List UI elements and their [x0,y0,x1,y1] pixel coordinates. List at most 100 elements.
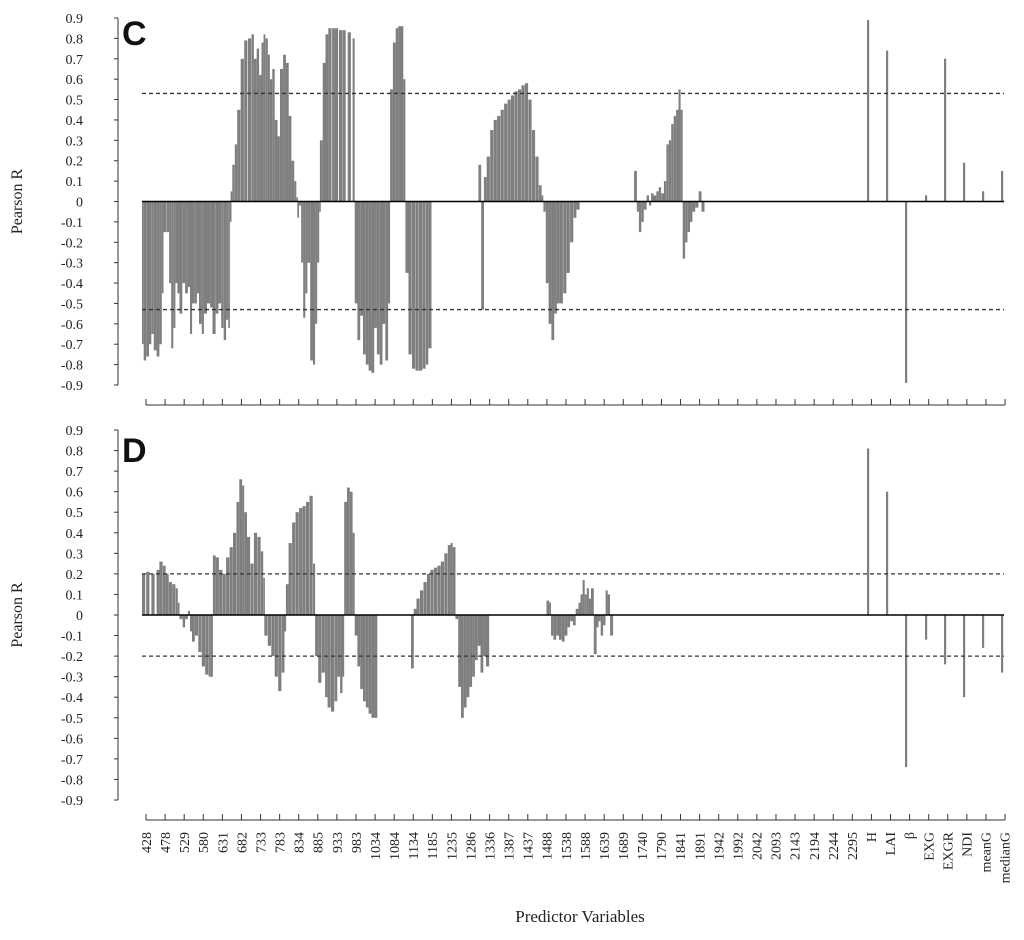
panel-d-index-bar-LAI [886,491,889,615]
panel-c-spectral-bar [303,201,306,318]
panel-d-spectral-bar [437,565,441,615]
panel-c-spectral-bar [196,201,199,294]
panel-d-spectral-bar [480,615,484,673]
panel-c-spectral-bar [163,201,167,233]
panel-d-spectral-bar [302,506,306,615]
panel-c-spectral-bar [415,201,419,371]
panel-d-spectral-bar [365,615,369,708]
panel-c-spectral-bar [212,201,216,334]
panel-d-spectral-bar [274,615,278,677]
panel-d-spectral-bar [226,557,230,615]
panel-c-spectral-bar [177,201,180,294]
panel-c-spectral-bar [360,201,363,316]
panel-d-spectral-bar [344,501,347,615]
panel-c-spectral-bar [285,62,289,202]
panel-d-y-tick-label: 0.1 [66,588,84,603]
panel-c-spectral-bar [524,83,529,202]
panel-c-spectral-bar [263,34,266,202]
panel-d-spectral-bar [177,602,180,615]
panel-d-spectral-bar [156,569,160,615]
panel-c-spectral-bar [251,34,254,202]
panel-d-spectral-bar [236,501,240,615]
panel-c-spectral-bar [175,201,178,284]
panel-d-spectral-bar [142,573,146,615]
panel-c-spectral-bar [573,201,577,218]
panel-d-spectral-bar [354,615,358,636]
panel-c-index-bar-medianG [1001,170,1004,202]
panel-c-chart: C Pearson R 0.9 0.8 0.7 0.6 0.5 0.4 0.3 0.2 0.1 0 -0… [9,12,1006,406]
panel-c-spectral-bar [182,201,186,284]
panel-c-spectral-bar [161,201,164,294]
panel-d-spectral-bar [596,615,599,628]
panel-c-spectral-bar [551,201,555,341]
panel-c-spectral-bar [685,201,688,243]
panel-d-spectral-bar [210,615,213,677]
panel-c-spectral-bar [234,144,238,202]
x-tick-label: medianG [999,832,1014,883]
panel-c-index-bar-meanG [982,191,985,202]
panel-d-spectral-bar [360,615,363,689]
panel-d-spectral-bar [450,543,453,615]
panel-d-y-tick-label: -0.8 [61,773,83,788]
panel-c-spectral-bar [143,201,147,361]
panel-c-spectral-bar [313,201,316,365]
panel-c-spectral-bar [342,30,346,202]
panel-c-spectral-bar [548,201,552,324]
panel-d-spectral-bar [586,588,589,615]
panel-d-spectral-bar [165,573,169,615]
panel-c-spectral-bar [403,79,406,202]
panel-d-spectral-bar [278,615,282,692]
panel-c-spectral-bar [259,75,262,202]
panel-c-spectral-bar [695,201,699,208]
panel-c-spectral-bar [419,201,423,371]
panel-c-spectral-bar [680,109,683,202]
panel-c-spectral-bar [425,201,429,365]
panel-c-spectral-bar [514,91,518,202]
panel-d-y-tick-label: -0.2 [61,650,83,665]
panel-d-spectral-bar [146,571,150,615]
x-tick-label: 1336 [483,832,498,860]
panel-c-spectral-bar [374,201,377,328]
panel-d-spectral-bar [162,565,166,615]
panel-d-spectral-bar [222,573,226,615]
panel-c-spectral-bar [559,201,563,304]
panel-d-index-bar-H [867,448,870,615]
panel-c-y-tick-label: 0.7 [66,53,84,68]
panel-c-spectral-bar [500,109,504,202]
panel-d-spectral-bar [246,536,251,615]
panel-c-spectral-bar [301,201,304,263]
panel-d-spectral-bar [321,615,325,673]
x-tick-label: 1942 [712,832,727,860]
panel-c-spectral-bar [159,201,162,345]
panel-c-spectral-bar [305,201,308,294]
panel-c-spectral-bar [656,191,659,202]
panel-d-spectral-bar [337,615,341,677]
x-tick-label: meanG [980,832,995,872]
panel-c-spectral-bar [248,38,252,202]
panel-c-spectral-bar [203,201,207,314]
panel-c-spectral-bar [641,201,644,222]
panel-d-spectral-bar [472,615,475,677]
panel-d-spectral-bar [416,598,420,615]
x-tick-label: β [903,832,918,839]
panel-d-spectral-bar [250,563,254,615]
panel-d-spectral-bar [263,578,265,615]
panel-c-spectral-bar [566,201,570,273]
panel-c-spectral-bar [390,89,393,202]
panel-d-spectral-bar [600,615,604,636]
panel-c-spectral-bar [666,144,669,202]
panel-d-spectral-bar [267,615,271,646]
panel-c-spectral-bar [554,201,557,314]
panel-c-y-tick-label: -0.7 [61,338,83,353]
panel-d-spectral-bar [556,615,559,636]
x-tick-label: 1034 [369,832,384,860]
x-tick-label: 1084 [388,832,403,860]
panel-d-spectral-bar [413,608,417,615]
panel-c-spectral-bar [490,130,494,202]
panel-d-spectral-bar [264,615,268,636]
x-tick-label: 1387 [503,832,518,860]
panel-d-spectral-bar [212,555,216,615]
panel-c-spectral-bar [256,48,260,202]
panel-c-spectral-bar [148,201,152,345]
panel-c-spectral-bar [226,201,229,320]
